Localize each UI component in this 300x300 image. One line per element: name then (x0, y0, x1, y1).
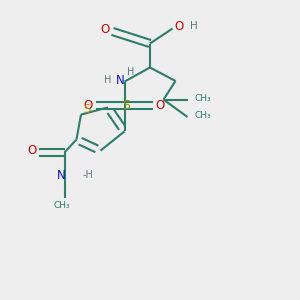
Text: O: O (84, 99, 93, 112)
Text: H: H (127, 67, 134, 77)
Text: S: S (83, 103, 91, 116)
Text: S: S (122, 99, 130, 112)
Text: CH₃: CH₃ (194, 111, 211, 120)
Text: -H: -H (82, 170, 93, 180)
Text: N: N (57, 169, 66, 182)
Text: CH₃: CH₃ (194, 94, 211, 103)
Text: O: O (100, 22, 109, 36)
Text: CH₃: CH₃ (53, 201, 70, 210)
Text: O: O (175, 20, 184, 33)
Text: H: H (104, 75, 112, 85)
Text: O: O (156, 99, 165, 112)
Text: H: H (190, 21, 198, 31)
Text: N: N (116, 74, 124, 87)
Text: O: O (27, 144, 36, 158)
